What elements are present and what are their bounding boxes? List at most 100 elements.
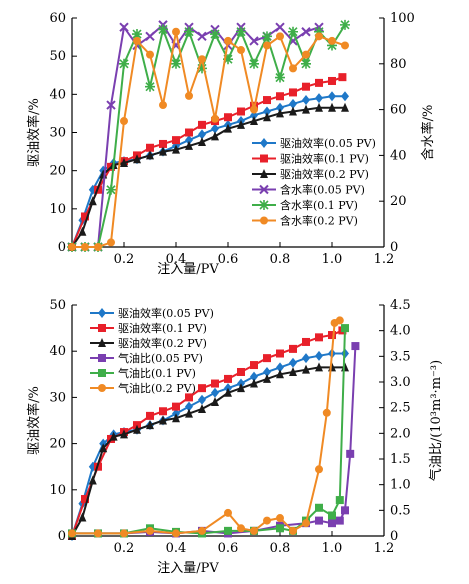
series-point (120, 429, 128, 439)
x-tick-label: 0.8 (270, 252, 291, 267)
series-point (314, 26, 324, 37)
legend-label: 驱油效率(0.2 PV) (280, 167, 369, 181)
series-point (224, 374, 232, 383)
series-point (185, 140, 193, 150)
series-line (71, 352, 345, 537)
y2-tick-label: 0 (390, 240, 398, 255)
series-point (328, 36, 336, 45)
series-point (237, 46, 245, 55)
series-point (315, 362, 323, 372)
series-point (302, 353, 310, 364)
series-point (335, 516, 344, 525)
series-point (119, 58, 129, 69)
series-point (81, 495, 89, 504)
series-point (263, 112, 271, 122)
legend-marker (98, 384, 106, 392)
series-point (263, 96, 271, 105)
series-point (276, 92, 284, 101)
y-tick-label: 10 (49, 202, 66, 217)
series-point (322, 408, 331, 417)
series-point (237, 107, 245, 116)
series-point (198, 384, 206, 393)
series-point (224, 387, 232, 397)
series-point (171, 58, 181, 69)
series-point (81, 243, 89, 251)
y2-tick-label: 40 (390, 148, 407, 163)
bottom-chart: 0.2 0.4 0.6 0.8 1.0 1.20102030405000.51.01.52… (26, 298, 444, 576)
series-point (315, 333, 323, 342)
series-point (351, 342, 360, 351)
series-point (263, 516, 271, 525)
series-point (94, 243, 102, 251)
y2-tick-label: 4.5 (390, 298, 411, 313)
series-point (224, 36, 232, 45)
legend-marker (260, 169, 268, 178)
series-point (250, 361, 258, 370)
series-point (302, 337, 310, 346)
series-point (302, 364, 310, 374)
legend-label: 驱油效率(0.2 PV) (118, 336, 207, 350)
series-point (341, 506, 349, 515)
series-point (289, 526, 297, 535)
series-point (211, 123, 219, 134)
legend-marker (98, 354, 106, 362)
y2-tick-label: 2.5 (390, 401, 411, 416)
series-point (106, 184, 116, 195)
series-point (328, 102, 336, 112)
series-point (315, 465, 323, 474)
series-point (328, 519, 336, 528)
series-point (302, 82, 310, 91)
series-line (72, 319, 341, 535)
y-tick-label: 40 (49, 344, 66, 359)
x-axis-label: 注入量/PV (157, 561, 219, 576)
series-point (302, 50, 310, 59)
y-tick-label: 20 (49, 164, 66, 179)
series-point (315, 102, 323, 112)
legend-marker (260, 138, 268, 148)
legend-label: 气油比(0.2 PV) (118, 381, 196, 395)
legend-label: 驱油效率(0.05 PV) (118, 306, 214, 320)
series-point (78, 512, 87, 522)
series-point (328, 511, 336, 520)
series-point (146, 150, 154, 160)
series-point (184, 26, 194, 37)
series-point (107, 238, 115, 247)
legend-marker (98, 324, 106, 332)
series-point (338, 73, 347, 82)
series-line (72, 24, 346, 248)
series-point (249, 58, 259, 69)
series-point (109, 431, 118, 441)
series-point (224, 526, 232, 535)
y2-tick-label: 80 (390, 57, 407, 72)
series-point (211, 387, 219, 398)
series-point (172, 144, 180, 154)
series-point (263, 41, 271, 50)
series-point (346, 449, 355, 458)
x-tick-label: 0.2 (114, 541, 135, 556)
y2-tick-label: 4.0 (390, 324, 411, 339)
y2-tick-label: 1.0 (390, 478, 411, 493)
series-point (335, 496, 344, 505)
series-point (133, 36, 141, 45)
y2-tick-label: 3.0 (390, 375, 411, 390)
series-point (328, 331, 336, 340)
y-tick-label: 30 (49, 126, 66, 141)
y2-tick-label: 2.0 (390, 426, 411, 441)
series-point (132, 29, 142, 40)
series-point (276, 524, 284, 533)
series-point (172, 402, 180, 411)
x-tick-label: 0.6 (218, 541, 239, 556)
series-point (237, 367, 245, 376)
series-point (185, 135, 193, 146)
series-point (146, 143, 154, 152)
series-point (185, 393, 193, 402)
series-point (275, 22, 285, 32)
series-point (263, 373, 271, 383)
series-point (211, 379, 219, 388)
x-tick-label: 1.0 (322, 541, 343, 556)
series-point (276, 369, 284, 379)
y-tick-label: 10 (49, 483, 66, 498)
y2-axis-label: 气油比/(10³m³·m⁻³) (428, 360, 444, 481)
x-tick-label: 0.4 (166, 541, 187, 556)
series-point (210, 29, 220, 40)
